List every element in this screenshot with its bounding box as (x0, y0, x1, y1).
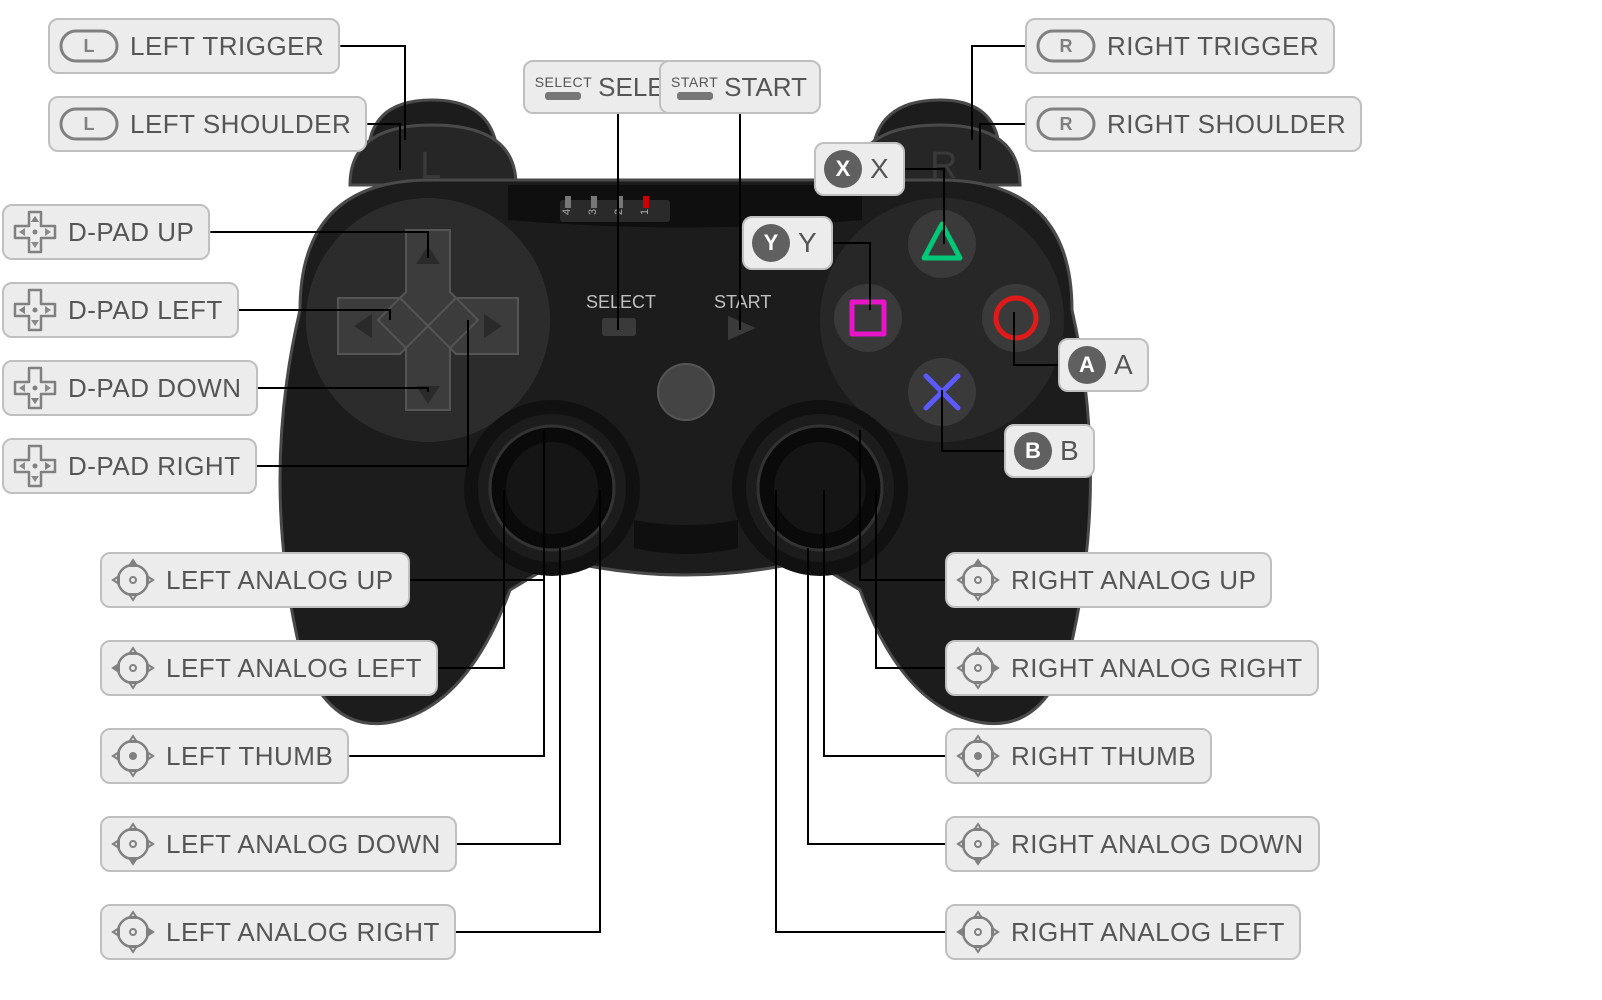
b-badge-icon: B (1014, 432, 1052, 470)
stick-icon (108, 736, 158, 776)
label-text: RIGHT SHOULDER (1107, 109, 1346, 140)
label-text: LEFT THUMB (166, 741, 333, 772)
svg-text:R: R (1060, 36, 1073, 56)
dpad-icon (10, 290, 60, 330)
home-button (658, 364, 714, 420)
label-right-analog-right: RIGHT ANALOG RIGHT (945, 640, 1319, 696)
stick-icon (108, 912, 158, 952)
label-dpad-right: D-PAD RIGHT (2, 438, 257, 494)
label-dpad-up: D-PAD UP (2, 204, 210, 260)
label-text: RIGHT ANALOG LEFT (1011, 917, 1285, 948)
label-text: LEFT ANALOG DOWN (166, 829, 441, 860)
start-mini-icon: START (671, 74, 718, 100)
label-text: Y (798, 227, 817, 259)
svg-text:L: L (84, 36, 95, 56)
label-left-shoulder: L LEFT SHOULDER (48, 96, 367, 152)
LR-icon: L (56, 26, 122, 66)
label-text: LEFT ANALOG UP (166, 565, 394, 596)
mini-bar-icon (677, 92, 713, 100)
label-text: X (870, 153, 889, 185)
stick-icon (953, 912, 1003, 952)
label-text: LEFT ANALOG LEFT (166, 653, 422, 684)
label-left-trigger: L LEFT TRIGGER (48, 18, 340, 74)
label-text: D-PAD DOWN (68, 373, 242, 404)
stick-icon (953, 648, 1003, 688)
label-right-shoulder: R RIGHT SHOULDER (1025, 96, 1362, 152)
label-text: B (1060, 435, 1079, 467)
label-left-thumb: LEFT THUMB (100, 728, 349, 784)
select-mini-icon: SELECT (535, 74, 592, 100)
mini-label: SELECT (535, 74, 592, 90)
label-right-thumb: RIGHT THUMB (945, 728, 1212, 784)
label-text: D-PAD RIGHT (68, 451, 241, 482)
stick-icon (953, 560, 1003, 600)
label-text: A (1114, 349, 1133, 381)
label-text: LEFT TRIGGER (130, 31, 324, 62)
svg-text:4: 4 (561, 209, 573, 215)
mini-bar-icon (545, 92, 581, 100)
label-text: RIGHT ANALOG RIGHT (1011, 653, 1303, 684)
label-text: START (724, 72, 807, 103)
stick-icon (108, 648, 158, 688)
label-left-analog-left: LEFT ANALOG LEFT (100, 640, 438, 696)
right-analog (732, 400, 908, 576)
controller: L R 4 3 2 1 (280, 100, 1091, 724)
dpad-icon (10, 368, 60, 408)
mini-label: START (671, 74, 718, 90)
start-text: START (714, 292, 771, 312)
label-text: D-PAD UP (68, 217, 194, 248)
label-dpad-down: D-PAD DOWN (2, 360, 258, 416)
LR-icon: R (1033, 26, 1099, 66)
label-dpad-left: D-PAD LEFT (2, 282, 239, 338)
svg-text:3: 3 (587, 209, 599, 215)
stick-icon (108, 560, 158, 600)
label-b-button: B B (1004, 424, 1095, 478)
label-text: RIGHT ANALOG DOWN (1011, 829, 1304, 860)
y-badge-icon: Y (752, 224, 790, 262)
dpad-icon (10, 446, 60, 486)
stick-icon (953, 824, 1003, 864)
label-y-button: Y Y (742, 216, 833, 270)
label-a-button: A A (1058, 338, 1149, 392)
LR-icon: R (1033, 104, 1099, 144)
label-right-analog-up: RIGHT ANALOG UP (945, 552, 1272, 608)
stick-icon (953, 736, 1003, 776)
svg-text:1: 1 (639, 209, 651, 215)
label-text: D-PAD LEFT (68, 295, 223, 326)
label-right-analog-left: RIGHT ANALOG LEFT (945, 904, 1301, 960)
label-left-analog-up: LEFT ANALOG UP (100, 552, 410, 608)
label-right-trigger: R RIGHT TRIGGER (1025, 18, 1335, 74)
a-badge-icon: A (1068, 346, 1106, 384)
label-text: RIGHT TRIGGER (1107, 31, 1319, 62)
x-badge-icon: X (824, 150, 862, 188)
LR-icon: L (56, 104, 122, 144)
stick-icon (108, 824, 158, 864)
label-left-analog-right: LEFT ANALOG RIGHT (100, 904, 456, 960)
dpad-icon (10, 212, 60, 252)
label-text: RIGHT ANALOG UP (1011, 565, 1256, 596)
select-text: SELECT (586, 292, 656, 312)
label-right-analog-down: RIGHT ANALOG DOWN (945, 816, 1320, 872)
label-left-analog-down: LEFT ANALOG DOWN (100, 816, 457, 872)
label-text: RIGHT THUMB (1011, 741, 1196, 772)
left-analog (464, 400, 640, 576)
svg-text:R: R (1060, 114, 1073, 134)
label-start: START START (659, 60, 821, 114)
label-text: LEFT SHOULDER (130, 109, 351, 140)
label-x-button: X X (814, 142, 905, 196)
label-text: LEFT ANALOG RIGHT (166, 917, 440, 948)
svg-text:L: L (84, 114, 95, 134)
